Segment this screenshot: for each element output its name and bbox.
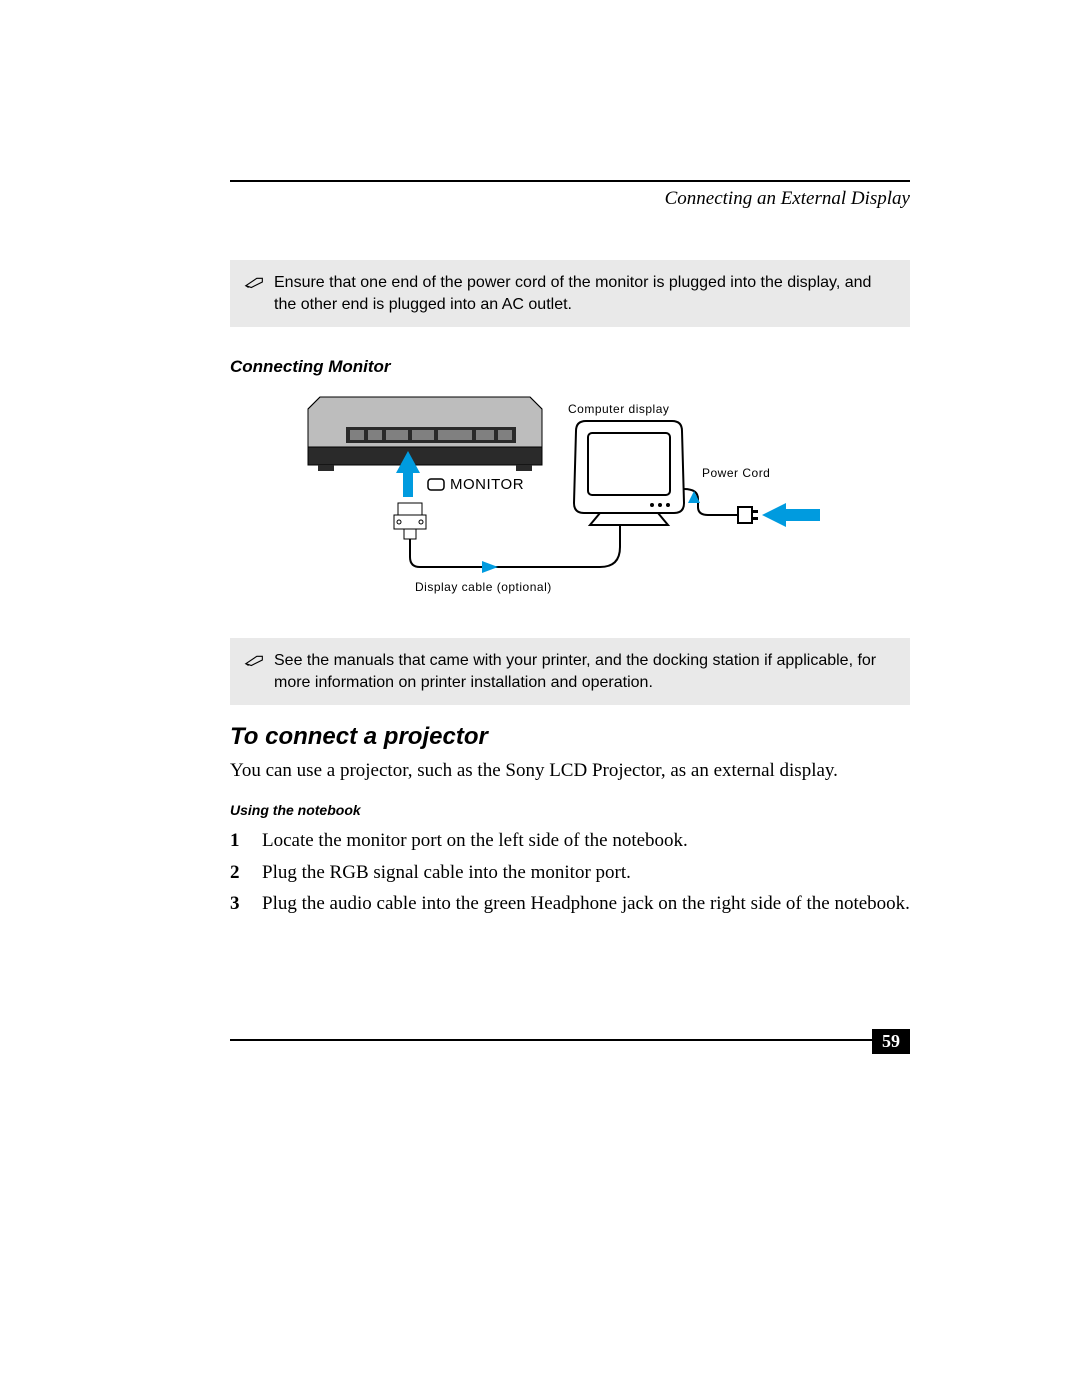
vga-connector [394,503,426,539]
note-box-1: Ensure that one end of the power cord of… [230,260,910,327]
computer-display-label: Computer display [568,402,669,416]
projector-steps: Locate the monitor port on the left side… [230,828,910,917]
running-header: Connecting an External Display [230,188,910,210]
projector-intro: You can use a projector, such as the Son… [230,759,910,784]
list-item: Locate the monitor port on the left side… [230,828,910,854]
page: Connecting an External Display Ensure th… [0,0,1080,1397]
rule-top [230,180,910,182]
list-item: Plug the audio cable into the green Head… [230,891,910,917]
display-cable-label: Display cable (optional) [415,580,552,594]
step-text: Plug the audio cable into the green Head… [262,891,910,917]
laptop-back-panel [308,397,542,471]
note-icon [244,274,266,290]
power-cord-label: Power Cord [702,466,770,480]
power-arrow [762,503,820,527]
using-notebook-heading: Using the notebook [230,802,910,818]
display-cable [410,525,620,567]
power-plug [738,507,758,523]
external-monitor [574,421,684,525]
monitor-label-text: MONITOR [450,476,524,493]
note-icon [244,652,266,668]
note-box-2: See the manuals that came with your prin… [230,638,910,705]
list-item: Plug the RGB signal cable into the monit… [230,860,910,886]
note-text: See the manuals that came with your prin… [274,650,896,693]
connecting-monitor-heading: Connecting Monitor [230,357,910,377]
projector-heading: To connect a projector [230,723,910,751]
step-text: Locate the monitor port on the left side… [262,828,688,854]
page-number: 59 [872,1029,910,1054]
rule-bottom [230,1039,910,1041]
page-footer: 59 [230,1031,910,1049]
cable-arrow-icon [482,561,498,573]
note-text: Ensure that one end of the power cord of… [274,272,896,315]
monitor-port-label: MONITOR [428,476,524,493]
connecting-monitor-diagram: MONITOR Display cable (optional) [300,385,840,610]
step-text: Plug the RGB signal cable into the monit… [262,860,631,886]
